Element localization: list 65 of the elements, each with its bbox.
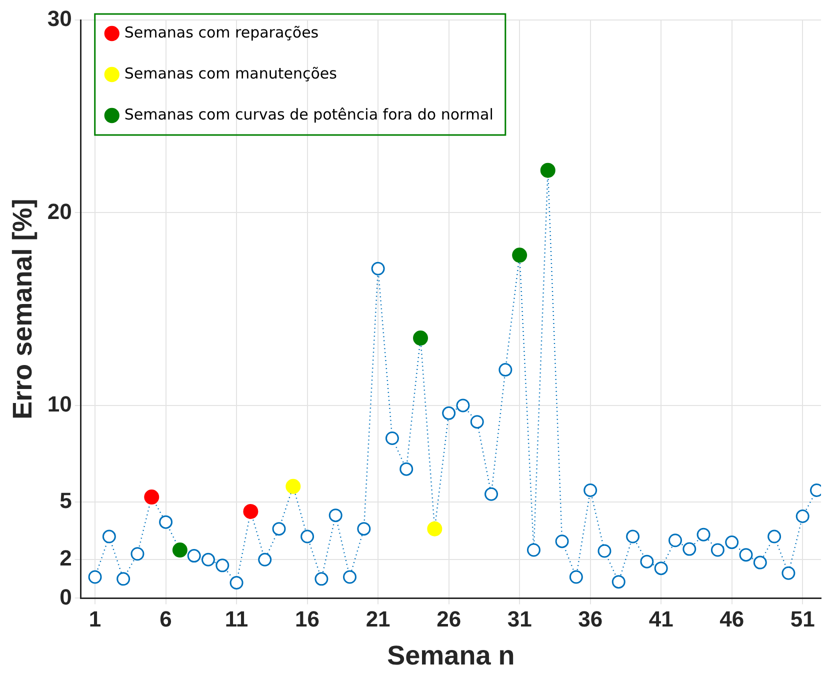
legend-label: Semanas com curvas de potência fora do normal (124, 105, 494, 124)
point (116, 572, 130, 586)
point (569, 570, 583, 584)
point (753, 556, 767, 570)
point (598, 544, 612, 558)
point (357, 522, 371, 536)
point (201, 552, 215, 566)
legend-label: Semanas com reparações (124, 23, 319, 42)
point (782, 566, 796, 580)
point (102, 530, 116, 544)
y-tick-label: 30 (47, 6, 72, 32)
point (216, 558, 230, 572)
point (400, 462, 414, 476)
x-tick-label: 46 (720, 606, 744, 632)
x-tick-label: 21 (366, 606, 390, 632)
point (696, 528, 710, 542)
point (498, 363, 512, 377)
point (526, 543, 540, 557)
point (130, 547, 144, 561)
point (343, 570, 356, 584)
point (612, 575, 626, 589)
x-tick-label: 41 (648, 606, 674, 632)
point (584, 484, 598, 498)
x-tick-label: 1 (88, 606, 102, 632)
y-tick-label: 2 (60, 546, 72, 571)
point (796, 510, 810, 524)
point (314, 572, 328, 586)
y-tick-label: 10 (47, 392, 72, 417)
x-tick-label: 31 (507, 606, 532, 632)
point (456, 398, 470, 412)
point (258, 552, 272, 566)
point (725, 536, 739, 550)
point (371, 262, 385, 276)
x-tick-label: 11 (224, 606, 248, 632)
y-tick-label: 0 (60, 584, 72, 610)
legend-label: Semanas com manutenções (124, 64, 338, 82)
x-tick-label: 51 (790, 606, 815, 632)
x-tick-label: 6 (160, 606, 172, 632)
x-tick-label: 26 (436, 606, 462, 632)
point (442, 406, 456, 420)
point (640, 554, 654, 568)
point (555, 534, 569, 548)
point (626, 530, 640, 544)
x-axis-title: Semana n (387, 640, 515, 670)
point (230, 576, 244, 590)
point (385, 431, 399, 445)
point (272, 522, 286, 536)
point (187, 549, 201, 563)
point (654, 562, 668, 576)
point (768, 530, 782, 544)
point (300, 530, 314, 544)
x-tick-label: 16 (295, 606, 320, 632)
point (88, 570, 102, 584)
y-tick-label: 5 (60, 488, 72, 513)
y-tick-label: 20 (47, 198, 72, 224)
point (668, 534, 682, 548)
point (328, 508, 342, 522)
point (682, 542, 696, 556)
point (470, 415, 484, 429)
x-tick-label: 36 (578, 606, 603, 632)
point (484, 487, 498, 501)
point (739, 548, 753, 562)
point (710, 543, 724, 557)
point (159, 515, 173, 529)
y-axis-title: Erro semanal [%] (8, 198, 38, 420)
